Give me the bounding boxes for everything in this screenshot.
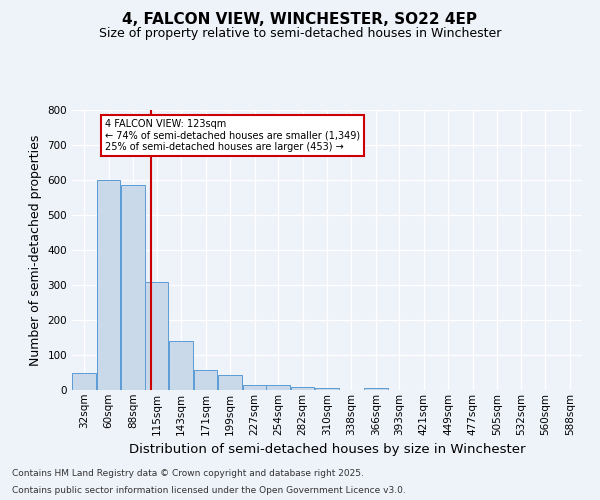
- Bar: [291, 387, 314, 390]
- Bar: [266, 386, 290, 390]
- X-axis label: Distribution of semi-detached houses by size in Winchester: Distribution of semi-detached houses by …: [129, 443, 525, 456]
- Bar: [315, 388, 339, 390]
- Bar: [218, 376, 242, 390]
- Bar: [194, 370, 217, 390]
- Bar: [243, 385, 266, 390]
- Text: Contains public sector information licensed under the Open Government Licence v3: Contains public sector information licen…: [12, 486, 406, 495]
- Text: 4 FALCON VIEW: 123sqm
← 74% of semi-detached houses are smaller (1,349)
25% of s: 4 FALCON VIEW: 123sqm ← 74% of semi-deta…: [105, 118, 361, 152]
- Text: 4, FALCON VIEW, WINCHESTER, SO22 4EP: 4, FALCON VIEW, WINCHESTER, SO22 4EP: [122, 12, 478, 28]
- Text: Size of property relative to semi-detached houses in Winchester: Size of property relative to semi-detach…: [99, 28, 501, 40]
- Text: Contains HM Land Registry data © Crown copyright and database right 2025.: Contains HM Land Registry data © Crown c…: [12, 468, 364, 477]
- Bar: [121, 185, 145, 390]
- Y-axis label: Number of semi-detached properties: Number of semi-detached properties: [29, 134, 42, 366]
- Bar: [97, 180, 121, 390]
- Bar: [145, 282, 169, 390]
- Bar: [169, 341, 193, 390]
- Bar: [73, 372, 96, 390]
- Bar: [364, 388, 388, 390]
